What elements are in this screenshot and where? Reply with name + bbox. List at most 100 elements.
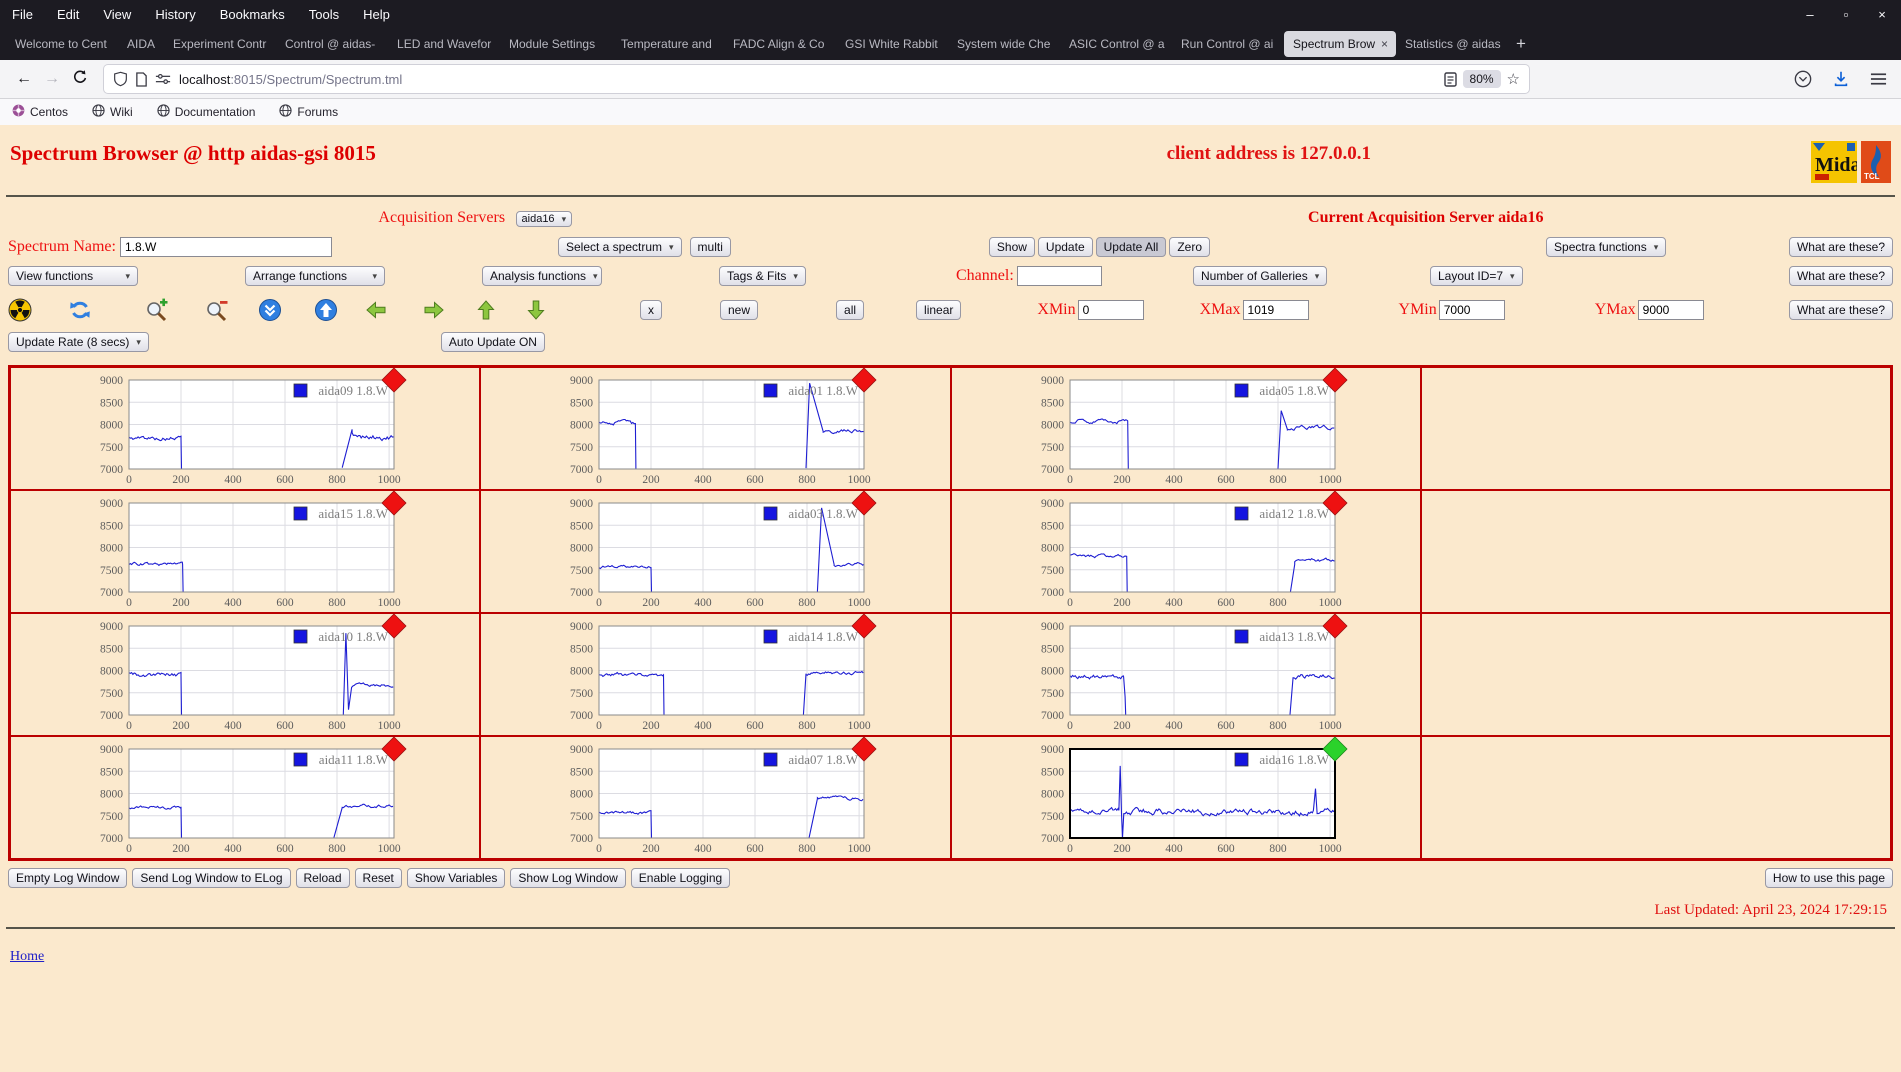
xmin-input[interactable] [1078,300,1144,320]
show-variables-button[interactable]: Show Variables [407,868,506,888]
shield-icon[interactable] [113,71,128,87]
spectrum-plot-aida07[interactable]: 7000750080008500900002004006008001000aid… [481,737,941,856]
show-button[interactable]: Show [989,237,1035,257]
arrow-left-icon[interactable] [364,298,388,322]
gallery-cell-aida11[interactable]: 7000750080008500900002004006008001000aid… [10,736,480,859]
spectrum-plot-aida01[interactable]: 7000750080008500900002004006008001000aid… [481,368,941,487]
browser-tab[interactable]: Control @ aidas- [276,31,388,57]
tags-fits-dropdown[interactable]: Tags & Fits [719,266,806,286]
browser-tab[interactable]: AIDA [118,31,164,57]
arrow-down-icon[interactable] [524,298,548,322]
spectrum-plot-aida13[interactable]: 7000750080008500900002004006008001000aid… [952,614,1412,733]
gallery-cell-aida14[interactable]: 7000750080008500900002004006008001000aid… [480,613,950,736]
new-button[interactable]: new [720,300,758,320]
what-are-these-button-2[interactable]: What are these? [1789,266,1893,286]
menu-tools[interactable]: Tools [309,7,339,22]
url-bar[interactable]: localhost:8015/Spectrum/Spectrum.tml 80%… [104,65,1529,93]
spectrum-plot-aida11[interactable]: 7000750080008500900002004006008001000aid… [11,737,471,856]
number-of-galleries-dropdown[interactable]: Number of Galleries [1193,266,1327,286]
arrow-right-icon[interactable] [422,298,446,322]
browser-tab[interactable]: GSI White Rabbit [836,31,948,57]
ymin-input[interactable] [1439,300,1505,320]
gallery-cell-aida01[interactable]: 7000750080008500900002004006008001000aid… [480,367,950,490]
xmax-input[interactable] [1243,300,1309,320]
tuner-icon[interactable] [155,73,171,85]
bookmark-wiki[interactable]: Wiki [92,104,133,120]
show-log-window-button[interactable]: Show Log Window [510,868,625,888]
auto-update-button[interactable]: Auto Update ON [441,332,545,352]
minimize-icon[interactable]: – [1803,7,1817,22]
bookmark-centos[interactable]: Centos [12,104,68,120]
menu-help[interactable]: Help [363,7,390,22]
new-tab-button[interactable]: + [1516,34,1526,54]
reload-icon[interactable] [66,69,94,90]
linear-button[interactable]: linear [916,300,961,320]
update-rate-dropdown[interactable]: Update Rate (8 secs) [8,332,149,352]
browser-tab[interactable]: Run Control @ ai [1172,31,1284,57]
pack-down-icon[interactable] [258,298,282,322]
spectra-functions-dropdown[interactable]: Spectra functions [1546,237,1666,257]
gallery-cell-aida05[interactable]: 7000750080008500900002004006008001000aid… [951,367,1421,490]
acquisition-server-select[interactable]: aida16 [516,211,573,227]
forward-icon[interactable]: → [38,70,66,88]
reset-button[interactable]: Reset [355,868,402,888]
update-button[interactable]: Update [1038,237,1093,257]
empty-log-window-button[interactable]: Empty Log Window [8,868,127,888]
reload-button[interactable]: Reload [296,868,350,888]
spectrum-name-input[interactable] [120,237,332,257]
what-are-these-button-3[interactable]: What are these? [1789,300,1893,320]
menu-file[interactable]: File [12,7,33,22]
pack-up-icon[interactable] [314,298,338,322]
spectrum-plot-aida15[interactable]: 7000750080008500900002004006008001000aid… [11,491,471,610]
browser-tab[interactable]: ASIC Control @ a [1060,31,1172,57]
spectrum-plot-aida03[interactable]: 7000750080008500900002004006008001000aid… [481,491,941,610]
browser-tab[interactable]: LED and Wavefor [388,31,500,57]
pocket-icon[interactable] [1794,70,1812,88]
spectrum-plot-aida14[interactable]: 7000750080008500900002004006008001000aid… [481,614,941,733]
view-functions-dropdown[interactable]: View functions [8,266,138,286]
browser-tab[interactable]: Experiment Contr [164,31,276,57]
reader-icon[interactable] [1444,72,1457,87]
refresh-icon[interactable] [68,298,92,322]
url-text[interactable]: localhost:8015/Spectrum/Spectrum.tml [179,72,1444,87]
ymax-input[interactable] [1638,300,1704,320]
spectrum-plot-aida09[interactable]: 7000750080008500900002004006008001000aid… [11,368,471,487]
update-all-button[interactable]: Update All [1096,237,1167,257]
close-icon[interactable]: × [1875,7,1889,22]
gallery-cell-aida15[interactable]: 7000750080008500900002004006008001000aid… [10,490,480,613]
x-button[interactable]: x [640,300,662,320]
what-are-these-button-1[interactable]: What are these? [1789,237,1893,257]
multi-button[interactable]: multi [690,237,731,257]
analysis-functions-dropdown[interactable]: Analysis functions [482,266,602,286]
home-link[interactable]: Home [10,949,44,965]
gallery-cell-aida13[interactable]: 7000750080008500900002004006008001000aid… [951,613,1421,736]
spectrum-plot-aida16[interactable]: 7000750080008500900002004006008001000aid… [952,737,1412,856]
zoom-out-icon[interactable] [204,298,228,322]
gallery-cell-aida16[interactable]: 7000750080008500900002004006008001000aid… [951,736,1421,859]
menu-edit[interactable]: Edit [57,7,79,22]
menu-view[interactable]: View [103,7,131,22]
channel-input[interactable] [1017,266,1102,286]
browser-tab[interactable]: Welcome to Cent [6,31,118,57]
bookmark-documentation[interactable]: Documentation [157,104,256,120]
zoom-level-badge[interactable]: 80% [1463,70,1501,88]
gallery-cell-aida09[interactable]: 7000750080008500900002004006008001000aid… [10,367,480,490]
gallery-cell-aida07[interactable]: 7000750080008500900002004006008001000aid… [480,736,950,859]
spectrum-plot-aida10[interactable]: 7000750080008500900002004006008001000aid… [11,614,471,733]
bookmark-forums[interactable]: Forums [279,104,338,120]
download-icon[interactable] [1832,70,1850,88]
menu-bookmarks[interactable]: Bookmarks [220,7,285,22]
spectrum-plot-aida05[interactable]: 7000750080008500900002004006008001000aid… [952,368,1412,487]
browser-tab[interactable]: Statistics @ aidas [1396,31,1508,57]
zero-button[interactable]: Zero [1169,237,1210,257]
select-spectrum-dropdown[interactable]: Select a spectrum [558,237,682,257]
radiation-icon[interactable] [8,298,32,322]
how-to-use-button[interactable]: How to use this page [1765,868,1893,888]
spectrum-plot-aida12[interactable]: 7000750080008500900002004006008001000aid… [952,491,1412,610]
send-log-window-to-elog-button[interactable]: Send Log Window to ELog [132,868,290,888]
tab-close-icon[interactable]: × [1375,37,1388,51]
browser-tab[interactable]: FADC Align & Co [724,31,836,57]
enable-logging-button[interactable]: Enable Logging [631,868,730,888]
gallery-cell-aida12[interactable]: 7000750080008500900002004006008001000aid… [951,490,1421,613]
maximize-icon[interactable]: ▫ [1839,7,1853,22]
